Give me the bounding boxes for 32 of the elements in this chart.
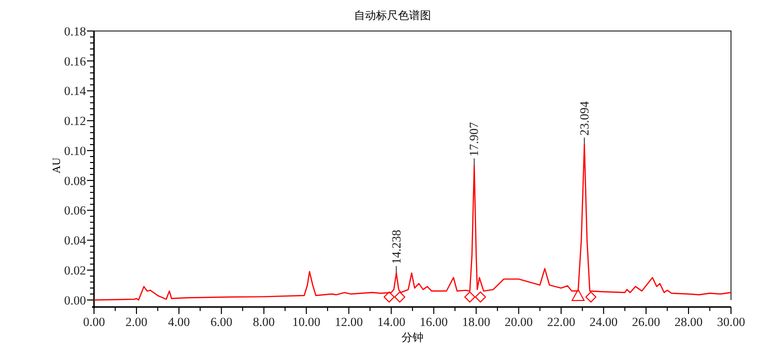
x-tick-label: 28.00	[674, 315, 703, 329]
y-tick-label: 0.08	[64, 174, 86, 188]
x-tick-label: 22.00	[547, 315, 576, 329]
x-tick-label: 0.00	[83, 315, 105, 329]
y-tick-label: 0.06	[64, 204, 86, 218]
y-tick-label: 0.12	[64, 114, 86, 128]
x-tick-label: 30.00	[716, 315, 746, 329]
annotation: 14.238	[389, 230, 404, 264]
y-axis-title: AU	[51, 158, 63, 174]
y-tick-label: 0.14	[64, 84, 87, 98]
x-tick-label: 12.00	[334, 315, 363, 329]
chart-title: 自动标尺色谱图	[354, 9, 431, 22]
y-tick-label: 0.04	[64, 234, 87, 248]
x-tick-label: 8.00	[252, 315, 275, 329]
annotation: 17.907	[467, 122, 482, 156]
x-tick-label: 16.00	[420, 315, 448, 329]
y-tick-label: 0.10	[64, 144, 86, 158]
y-tick-label: 0.16	[64, 54, 86, 68]
x-tick-label: 20.00	[504, 315, 533, 329]
x-tick-label: 6.00	[210, 315, 232, 329]
y-tick-label: 0.18	[64, 24, 86, 38]
x-tick-label: 26.00	[632, 315, 660, 329]
x-axis-title: 分钟	[402, 332, 424, 344]
x-tick-label: 18.00	[462, 315, 490, 329]
annotation: 23.094	[577, 100, 592, 136]
x-tick-label: 4.00	[168, 315, 190, 329]
y-tick-label: 0.02	[64, 263, 86, 278]
x-tick-label: 10.00	[292, 315, 320, 329]
x-tick-label: 14.00	[377, 315, 406, 329]
x-tick-label: 24.00	[590, 315, 618, 329]
y-tick-label: 0.00	[64, 293, 86, 308]
x-tick-label: 2.00	[126, 315, 148, 329]
